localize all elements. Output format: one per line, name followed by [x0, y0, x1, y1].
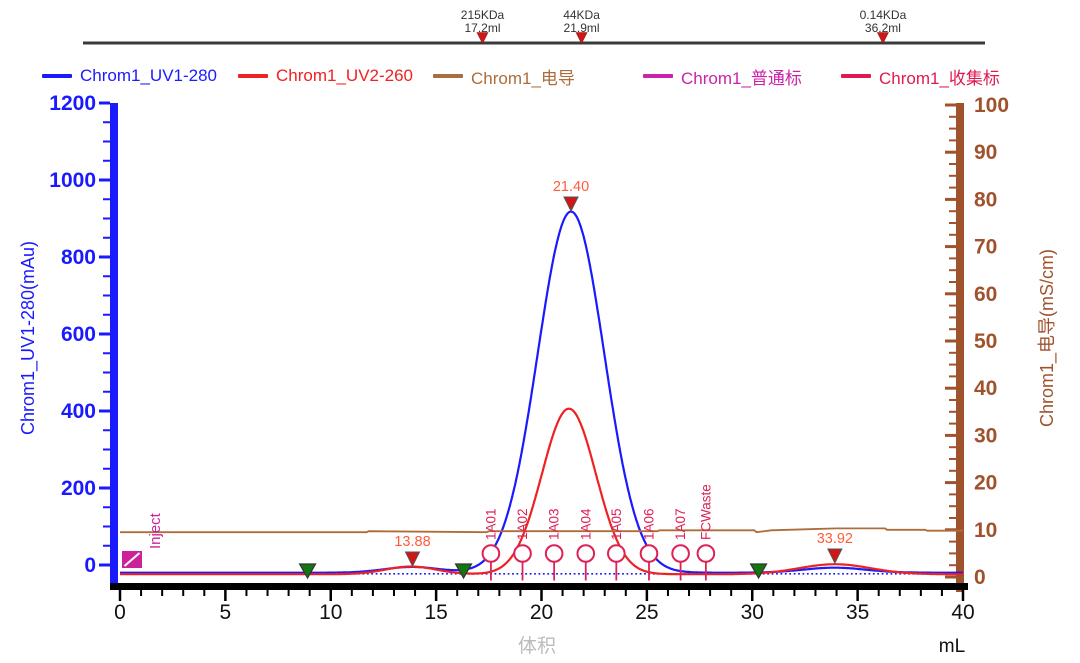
legend-dash-icon — [841, 74, 871, 78]
event-markers: Inject — [122, 512, 768, 580]
x-axis-tick-label: 20 — [530, 601, 553, 624]
right-axis-tick-label: 60 — [974, 283, 997, 306]
fraction-circle-icon — [513, 544, 532, 563]
conductivity-curve — [120, 527, 963, 534]
inject-label: Inject — [147, 512, 164, 549]
fraction-label: 1A06 — [641, 508, 656, 540]
peak-value-label: 21.40 — [553, 179, 589, 195]
peak-triangle-icon — [563, 196, 579, 213]
mw-marker-volume: 36.2ml — [865, 21, 901, 35]
legend-item[interactable]: Chrom1_普通标 — [643, 63, 802, 89]
right-axis-tick-label: 90 — [974, 141, 997, 164]
right-axis-tick-label: 70 — [974, 236, 997, 259]
left-axis-tick-label: 0 — [84, 554, 96, 577]
x-axis-title: 体积 — [518, 635, 556, 657]
legend-item[interactable]: Chrom1_UV1-280 — [42, 63, 217, 89]
x-axis: 0 5 10 15 20 25 30 35 40 — [110, 583, 975, 624]
legend-dash-icon — [42, 74, 72, 78]
mw-marker-triangle-icon — [476, 32, 489, 45]
x-axis-tick-label: 10 — [319, 601, 342, 624]
fraction-label: 1A02 — [515, 508, 530, 540]
fraction-circle-icon — [671, 544, 690, 563]
event-triangle-icon — [298, 563, 317, 580]
right-axis-bar — [956, 103, 964, 592]
legend-dash-icon — [643, 74, 673, 78]
fraction-circle-icon — [696, 544, 716, 563]
legend-label: Chrom1_电导 — [471, 68, 575, 88]
left-axis-tick-label: 400 — [61, 400, 96, 423]
mw-marker-volume: 17.2ml — [464, 21, 500, 35]
left-axis-tick-label: 1200 — [49, 92, 96, 115]
legend-label: Chrom1_UV1-280 — [80, 66, 218, 85]
x-axis-unit: mL — [939, 636, 965, 657]
left-axis: 0 200 400 600 800 1000 1200 — [49, 92, 118, 585]
legend-item[interactable]: Chrom1_UV2-260 — [238, 63, 413, 89]
x-axis-bar — [110, 583, 968, 590]
fraction-label: 1A07 — [673, 508, 688, 540]
right-axis-tick-label: 20 — [974, 472, 997, 495]
legend-dash-icon — [238, 74, 268, 78]
peak-value-label: 33.92 — [817, 531, 853, 547]
x-axis-tick-label: 5 — [220, 601, 232, 624]
fraction-circle-icon — [576, 544, 596, 563]
right-axis-tick-label: 80 — [974, 188, 997, 211]
legend: Chrom1_UV1-280 Chrom1_UV2-260 Chrom1_电导 Chr… — [0, 63, 1080, 89]
right-axis-tick-label: 30 — [974, 424, 997, 447]
legend-label: Chrom1_收集标 — [879, 68, 1000, 88]
left-axis-tick-label: 1000 — [49, 169, 96, 192]
mw-marker-label: 44KDa — [563, 8, 600, 22]
legend-label: Chrom1_UV2-260 — [276, 66, 414, 85]
fraction-label: 1A03 — [547, 508, 562, 540]
x-axis-tick-label: 25 — [635, 601, 658, 624]
fraction-circle-icon — [544, 544, 564, 563]
right-axis-tick-label: 40 — [974, 377, 997, 400]
uv2-260-curve — [120, 407, 963, 576]
event-triangle-icon — [454, 563, 473, 580]
x-axis-tick-label: 0 — [114, 601, 126, 624]
left-axis-bar — [110, 103, 118, 585]
left-axis-tick-label: 800 — [61, 246, 96, 269]
peak-value-label: 13.88 — [394, 534, 430, 550]
peak-triangle-icon — [827, 548, 843, 565]
legend-item[interactable]: Chrom1_电导 — [433, 63, 575, 89]
fraction-circle-icon — [607, 544, 626, 563]
mw-marker-volume: 21.9ml — [564, 21, 600, 35]
peak-annotations: 13.88 21.40 33.92 — [394, 179, 853, 568]
fraction-circle-icon — [639, 544, 659, 563]
curves — [120, 210, 963, 576]
inject-marker-slash — [123, 552, 141, 567]
right-axis-tick-label: 0 — [974, 566, 986, 589]
mw-marker-label: 0.14KDa — [860, 8, 907, 22]
fraction-markers: 1A01 1A02 1A03 1A04 1A05 1A06 1A07 FCWaste — [481, 484, 716, 581]
mw-marker-label: 215KDa — [461, 8, 505, 22]
right-axis-tick-label: 10 — [974, 519, 997, 542]
right-axis-tick-label: 100 — [974, 94, 1009, 117]
left-axis-tick-label: 200 — [61, 477, 96, 500]
x-axis-tick-label: 35 — [846, 601, 869, 624]
left-axis-title: Chrom1_UV1-280(mAu) — [18, 241, 39, 435]
legend-dash-icon — [433, 74, 463, 78]
event-triangle-icon — [749, 563, 768, 580]
mw-marker-triangle-icon — [575, 32, 588, 45]
right-axis: 0 10 20 30 40 50 60 70 80 90 100 — [945, 94, 1009, 592]
fraction-label: 1A05 — [609, 508, 624, 540]
peak-triangle-icon — [404, 551, 421, 568]
x-axis-tick-label: 30 — [741, 601, 764, 624]
fraction-label: FCWaste — [698, 484, 713, 540]
legend-label: Chrom1_普通标 — [681, 68, 802, 88]
x-axis-tick-label: 15 — [424, 601, 447, 624]
fraction-label: 1A01 — [483, 508, 498, 540]
uv1-280-curve — [120, 210, 963, 574]
x-axis-tick-label: 40 — [951, 601, 974, 624]
mw-marker-triangle-icon — [876, 32, 889, 45]
right-axis-title: Chrom1_电导(mS/cm) — [1037, 249, 1058, 427]
legend-item[interactable]: Chrom1_收集标 — [841, 63, 1000, 89]
right-axis-tick-label: 50 — [974, 330, 997, 353]
fraction-label: 1A04 — [578, 508, 593, 540]
left-axis-tick-label: 600 — [61, 323, 96, 346]
fraction-circle-icon — [481, 544, 501, 563]
